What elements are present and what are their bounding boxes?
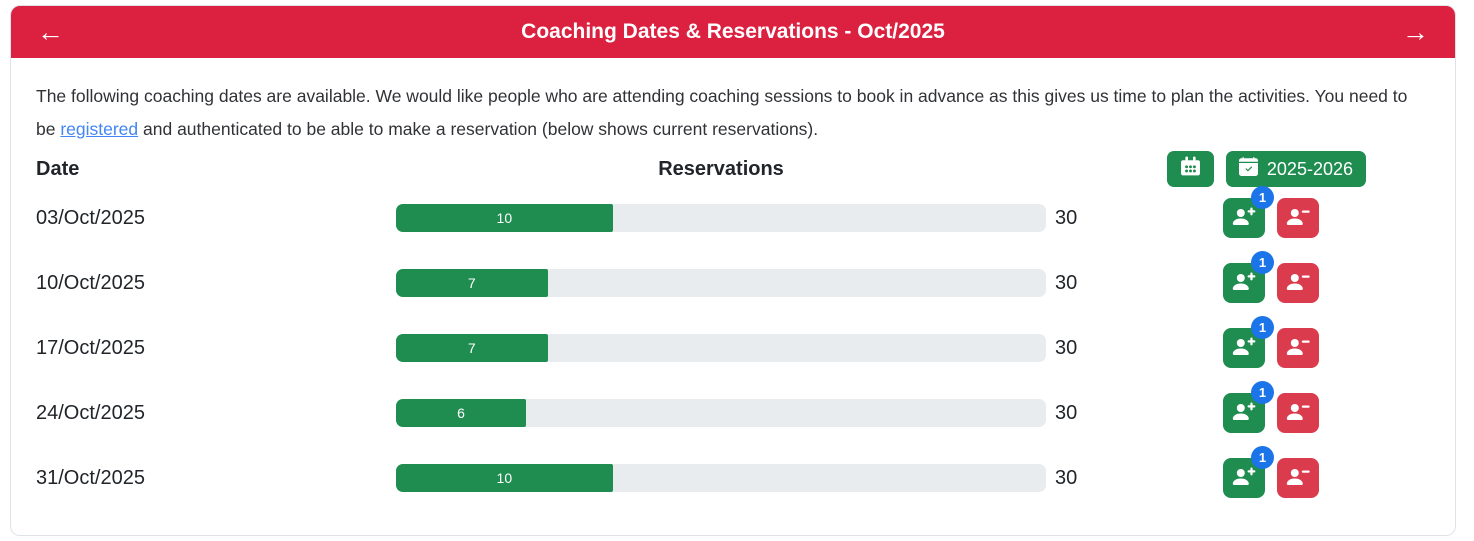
capacity-label: 30 (1055, 206, 1078, 229)
intro-after-link: and authenticated to be able to make a r… (138, 119, 819, 139)
reservation-count-badge: 1 (1251, 446, 1274, 469)
calendar-icon (1180, 156, 1201, 182)
reserved-count: 10 (496, 470, 513, 486)
toolbar: 2025-2026 (1166, 151, 1366, 187)
session-date: 03/Oct/2025 (36, 206, 145, 229)
registered-link[interactable]: registered (60, 119, 139, 139)
card-body: The following coaching dates are availab… (11, 58, 1455, 498)
remove-reservation-button[interactable] (1277, 393, 1319, 433)
arrow-right-icon: → (1402, 16, 1429, 47)
reservation-row: 24/Oct/2025 6 30 1 (36, 381, 1430, 433)
season-button[interactable]: 2025-2026 (1225, 151, 1366, 187)
row-actions: 1 (1216, 381, 1430, 433)
person-minus-icon (1286, 206, 1310, 231)
column-header-reservations: Reservations (658, 157, 784, 180)
intro-before-link: The following coaching dates are availab… (36, 86, 1408, 139)
capacity-label: 30 (1055, 401, 1078, 424)
session-date: 10/Oct/2025 (36, 271, 145, 294)
row-actions: 1 (1216, 186, 1430, 238)
reservation-row: 03/Oct/2025 10 30 1 (36, 186, 1430, 238)
progressbar-fill: 6 (396, 399, 526, 427)
reservations-progressbar: 10 (396, 204, 1046, 232)
row-actions: 1 (1216, 251, 1430, 303)
calendar-button[interactable] (1166, 151, 1214, 187)
capacity-label: 30 (1055, 336, 1078, 359)
column-header-row: Date Reservations (36, 150, 1430, 188)
reservations-progressbar: 6 (396, 399, 1046, 427)
person-plus-icon (1232, 466, 1256, 491)
person-plus-icon (1232, 401, 1256, 426)
capacity-label: 30 (1055, 271, 1078, 294)
reservation-count-badge: 1 (1251, 186, 1274, 209)
season-button-label: 2025-2026 (1266, 158, 1353, 179)
reservation-row: 10/Oct/2025 7 30 1 (36, 251, 1430, 303)
progressbar-fill: 7 (396, 334, 548, 362)
reservations-progressbar: 7 (396, 334, 1046, 362)
reservation-row: 31/Oct/2025 10 30 1 (36, 446, 1430, 498)
add-reservation-button[interactable] (1223, 328, 1265, 368)
person-minus-icon (1286, 401, 1310, 426)
page-title: Coaching Dates & Reservations - Oct/2025 (521, 20, 945, 43)
reserved-count: 10 (496, 210, 513, 226)
arrow-left-icon: ← (37, 16, 64, 47)
row-actions: 1 (1216, 316, 1430, 368)
previous-month-button[interactable]: ← (37, 16, 64, 47)
remove-reservation-button[interactable] (1277, 263, 1319, 303)
reserved-count: 7 (467, 340, 476, 356)
reserved-count: 6 (457, 405, 465, 421)
intro-text: The following coaching dates are availab… (36, 80, 1430, 146)
card-header: ← Coaching Dates & Reservations - Oct/20… (11, 6, 1455, 58)
person-minus-icon (1286, 271, 1310, 296)
session-date: 31/Oct/2025 (36, 466, 145, 489)
remove-reservation-button[interactable] (1277, 198, 1319, 238)
remove-reservation-button[interactable] (1277, 328, 1319, 368)
reservation-rows: 03/Oct/2025 10 30 1 (36, 186, 1430, 498)
row-actions: 1 (1216, 446, 1430, 498)
session-date: 17/Oct/2025 (36, 336, 145, 359)
person-plus-icon (1232, 206, 1256, 231)
next-month-button[interactable]: → (1402, 16, 1429, 47)
person-plus-icon (1232, 271, 1256, 296)
reservation-row: 17/Oct/2025 7 30 1 (36, 316, 1430, 368)
person-plus-icon (1232, 336, 1256, 361)
reserved-count: 7 (467, 275, 476, 291)
coaching-reservations-card: ← Coaching Dates & Reservations - Oct/20… (10, 5, 1456, 536)
person-minus-icon (1286, 466, 1310, 491)
progressbar-fill: 7 (396, 269, 548, 297)
reservation-count-badge: 1 (1251, 316, 1274, 339)
reservation-count-badge: 1 (1251, 251, 1274, 274)
capacity-label: 30 (1055, 466, 1078, 489)
reservations-progressbar: 7 (396, 269, 1046, 297)
reservation-count-badge: 1 (1251, 381, 1274, 404)
reservations-progressbar: 10 (396, 464, 1046, 492)
session-date: 24/Oct/2025 (36, 401, 145, 424)
calendar-check-icon (1238, 157, 1258, 181)
progressbar-fill: 10 (396, 464, 613, 492)
person-minus-icon (1286, 336, 1310, 361)
column-header-date: Date (36, 157, 80, 180)
remove-reservation-button[interactable] (1277, 458, 1319, 498)
progressbar-fill: 10 (396, 204, 613, 232)
